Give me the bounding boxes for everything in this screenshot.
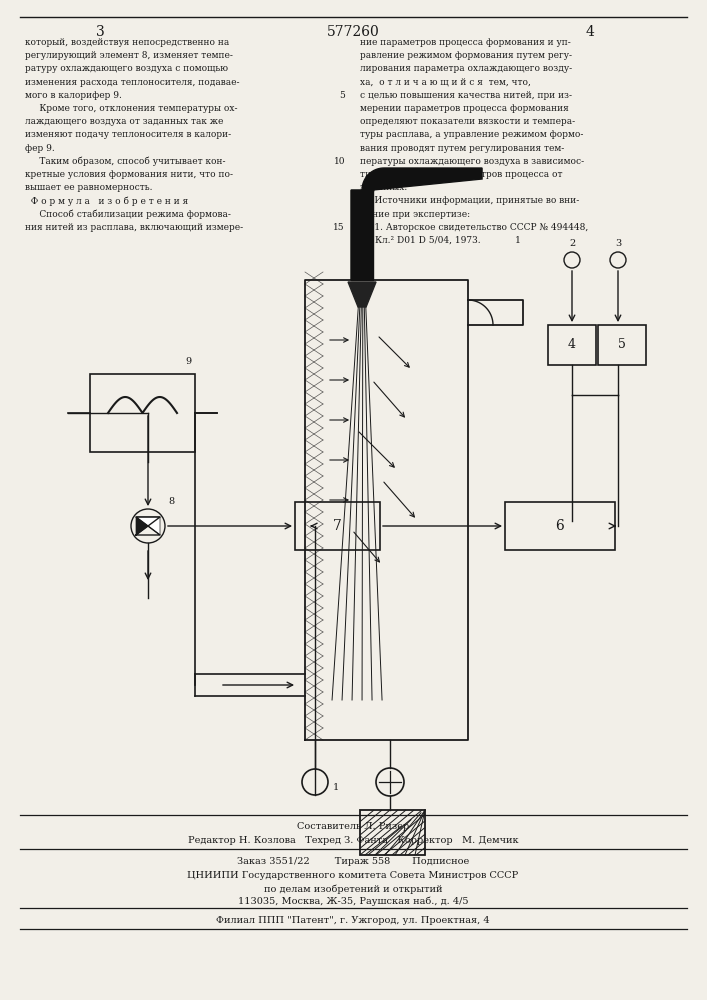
Text: 5: 5	[618, 338, 626, 352]
Text: М. Кл.² D01 D 5/04, 1973.            1: М. Кл.² D01 D 5/04, 1973. 1	[360, 236, 521, 245]
Text: Таким образом, способ учитывает кон-: Таким образом, способ учитывает кон-	[25, 157, 226, 166]
Text: 577260: 577260	[327, 25, 380, 39]
Text: фер 9.: фер 9.	[25, 144, 54, 153]
Text: 3: 3	[615, 239, 621, 248]
Polygon shape	[351, 168, 482, 280]
Text: 6: 6	[556, 519, 564, 533]
Bar	[505, 502, 615, 550]
Text: 1. Авторское свидетельство СССР № 494448,: 1. Авторское свидетельство СССР № 494448…	[360, 223, 588, 232]
Bar	[295, 502, 380, 550]
Text: 10: 10	[334, 157, 345, 166]
Bar	[360, 810, 425, 855]
Text: мание при экспертизе:: мание при экспертизе:	[360, 210, 470, 219]
Text: 15: 15	[334, 223, 345, 232]
Text: мерении параметров процесса формования: мерении параметров процесса формования	[360, 104, 568, 113]
Text: 5: 5	[339, 91, 345, 100]
Text: заданных.: заданных.	[360, 183, 408, 192]
Text: изменяют подачу теплоносителя в калори-: изменяют подачу теплоносителя в калори-	[25, 130, 231, 139]
Text: Источники информации, принятые во вни-: Источники информации, принятые во вни-	[360, 196, 579, 205]
Text: вышает ее равномерность.: вышает ее равномерность.	[25, 183, 153, 192]
Text: который, воздействуя непосредственно на: который, воздействуя непосредственно на	[25, 38, 229, 47]
Text: Составитель Л. Ризер: Составитель Л. Ризер	[297, 822, 409, 831]
Text: ние параметров процесса формования и уп-: ние параметров процесса формования и уп-	[360, 38, 571, 47]
Text: ЦНИИПИ Государственного комитета Совета Министров СССР: ЦНИИПИ Государственного комитета Совета …	[187, 871, 519, 880]
Text: ратуру охлаждающего воздуха с помощью: ратуру охлаждающего воздуха с помощью	[25, 64, 228, 73]
Text: по делам изобретений и открытий: по делам изобретений и открытий	[264, 884, 443, 894]
Text: лирования параметра охлаждающего возду-: лирования параметра охлаждающего возду-	[360, 64, 572, 73]
Text: ния нитей из расплава, включающий измере-: ния нитей из расплава, включающий измере…	[25, 223, 243, 232]
Bar	[598, 325, 646, 365]
Text: Филиал ППП "Патент", г. Ужгород, ул. Проектная, 4: Филиал ППП "Патент", г. Ужгород, ул. Про…	[216, 916, 490, 925]
Text: равление режимом формования путем регу-: равление режимом формования путем регу-	[360, 51, 572, 60]
Text: Кроме того, отклонения температуры ох-: Кроме того, отклонения температуры ох-	[25, 104, 238, 113]
Text: Заказ 3551/22        Тираж 558       Подписное: Заказ 3551/22 Тираж 558 Подписное	[237, 857, 469, 866]
Polygon shape	[136, 517, 160, 535]
Text: Ф о р м у л а   и з о б р е т е н и я: Ф о р м у л а и з о б р е т е н и я	[25, 196, 188, 206]
Bar	[90, 374, 195, 452]
Text: изменения расхода теплоносителя, подавае-: изменения расхода теплоносителя, подавае…	[25, 78, 240, 87]
Text: ха,  о т л и ч а ю щ и й с я  тем, что,: ха, о т л и ч а ю щ и й с я тем, что,	[360, 78, 531, 87]
Text: 9: 9	[185, 357, 191, 366]
Text: Способ стабилизации режима формова-: Способ стабилизации режима формова-	[25, 210, 231, 219]
Polygon shape	[348, 282, 376, 307]
Text: 3: 3	[95, 25, 105, 39]
Text: 113035, Москва, Ж-35, Раушская наб., д. 4/5: 113035, Москва, Ж-35, Раушская наб., д. …	[238, 897, 468, 906]
Text: Редактор Н. Козлова   Техред З. Фанта   Корректор   М. Демчик: Редактор Н. Козлова Техред З. Фанта Корр…	[187, 836, 518, 845]
Text: регулирующий элемент 8, изменяет темпе-: регулирующий элемент 8, изменяет темпе-	[25, 51, 233, 60]
Text: пературы охлаждающего воздуха в зависимос-: пературы охлаждающего воздуха в зависимо…	[360, 157, 584, 166]
Text: лаждающего воздуха от заданных так же: лаждающего воздуха от заданных так же	[25, 117, 223, 126]
Bar	[548, 325, 596, 365]
Text: 4: 4	[568, 338, 576, 352]
Text: вания проводят путем регулирования тем-: вания проводят путем регулирования тем-	[360, 144, 564, 153]
Text: мого в калорифер 9.: мого в калорифер 9.	[25, 91, 122, 100]
Text: 7: 7	[333, 519, 342, 533]
Text: туры расплава, а управление режимом формо-: туры расплава, а управление режимом форм…	[360, 130, 583, 139]
Polygon shape	[136, 517, 160, 535]
Text: определяют показатели вязкости и темпера-: определяют показатели вязкости и темпера…	[360, 117, 575, 126]
Text: 2: 2	[569, 239, 575, 248]
Text: 4: 4	[585, 25, 595, 39]
Text: 8: 8	[168, 497, 174, 506]
Text: ти от отклонения параметров процесса от: ти от отклонения параметров процесса от	[360, 170, 563, 179]
Text: 1: 1	[333, 782, 339, 792]
Text: кретные условия формования нити, что по-: кретные условия формования нити, что по-	[25, 170, 233, 179]
Text: с целью повышения качества нитей, при из-: с целью повышения качества нитей, при из…	[360, 91, 572, 100]
